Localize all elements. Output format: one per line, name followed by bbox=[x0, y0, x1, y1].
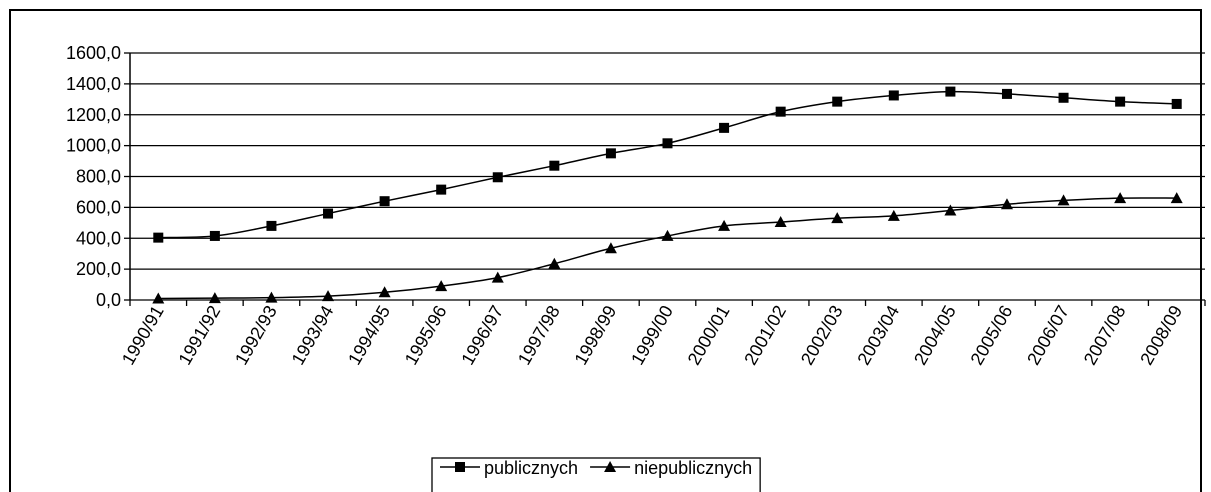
legend-box bbox=[431, 457, 761, 492]
marker bbox=[944, 204, 957, 216]
marker bbox=[265, 291, 278, 303]
y-tick-label: 400,0 bbox=[76, 228, 121, 248]
marker bbox=[322, 290, 335, 302]
marker bbox=[209, 230, 220, 241]
legend: publicznych niepublicznych bbox=[431, 457, 761, 492]
marker bbox=[832, 96, 843, 107]
legend-label: publicznych bbox=[484, 458, 578, 478]
marker bbox=[1114, 192, 1127, 204]
y-tick-label: 1000,0 bbox=[66, 136, 121, 156]
y-tick-label: 800,0 bbox=[76, 167, 121, 187]
marker bbox=[491, 271, 504, 283]
marker bbox=[1001, 88, 1012, 99]
legend-label: niepublicznych bbox=[634, 458, 752, 478]
legend-marker bbox=[455, 462, 465, 472]
marker bbox=[661, 229, 674, 241]
marker bbox=[323, 208, 334, 219]
y-tick-label: 600,0 bbox=[76, 197, 121, 217]
marker bbox=[718, 219, 731, 231]
marker bbox=[605, 148, 616, 159]
marker bbox=[831, 212, 844, 224]
marker bbox=[549, 160, 560, 171]
marker bbox=[492, 172, 503, 183]
legend-item: niepublicznych bbox=[590, 458, 752, 478]
y-tick-label: 1400,0 bbox=[66, 74, 121, 94]
chart-frame bbox=[9, 9, 1202, 492]
marker bbox=[152, 292, 165, 304]
marker bbox=[378, 286, 391, 298]
marker bbox=[1170, 192, 1183, 204]
marker bbox=[1058, 92, 1069, 103]
marker bbox=[945, 86, 956, 97]
marker bbox=[604, 242, 617, 254]
marker bbox=[266, 220, 277, 231]
marker bbox=[1057, 194, 1070, 206]
marker bbox=[662, 138, 673, 149]
marker bbox=[719, 122, 730, 133]
marker bbox=[1000, 198, 1013, 210]
marker bbox=[1171, 98, 1182, 109]
y-tick-label: 1600,0 bbox=[66, 43, 121, 63]
marker bbox=[153, 232, 164, 243]
marker bbox=[1115, 96, 1126, 107]
marker bbox=[379, 196, 390, 207]
marker bbox=[887, 209, 900, 221]
marker bbox=[436, 184, 447, 195]
y-tick-label: 0,0 bbox=[96, 290, 121, 310]
legend-marker bbox=[604, 461, 617, 472]
y-tick-label: 200,0 bbox=[76, 259, 121, 279]
y-tick-label: 1200,0 bbox=[66, 105, 121, 125]
marker bbox=[774, 216, 787, 228]
marker bbox=[775, 106, 786, 117]
marker bbox=[888, 90, 899, 101]
marker bbox=[548, 257, 561, 269]
marker bbox=[208, 292, 221, 304]
marker bbox=[435, 280, 448, 292]
legend-item: publicznych bbox=[440, 458, 578, 478]
